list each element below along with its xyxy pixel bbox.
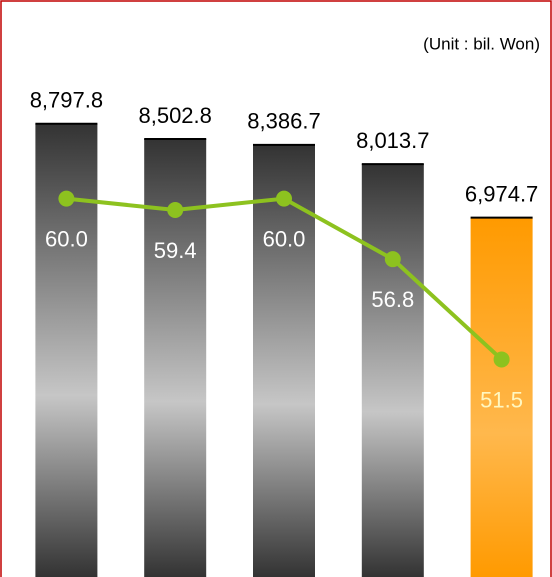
bar-value-label: 8,797.8 xyxy=(30,88,103,113)
bar-value-label: 8,013.7 xyxy=(356,128,429,153)
line-point xyxy=(167,201,184,218)
line-point xyxy=(58,190,75,207)
line-point xyxy=(493,351,510,368)
line-point xyxy=(276,190,292,207)
line-value-label: 51.5 xyxy=(480,387,523,412)
line-point xyxy=(384,251,401,268)
line-value-label: 56.8 xyxy=(371,287,414,312)
bar xyxy=(470,217,533,577)
bar-value-label: 6,974.7 xyxy=(465,181,538,206)
unit-note: (Unit : bil. Won) xyxy=(423,34,540,53)
line-value-label: 59.4 xyxy=(154,238,197,263)
bar xyxy=(361,164,424,577)
bar-value-label: 8,502.8 xyxy=(138,103,211,128)
bar xyxy=(253,144,315,577)
line-value-label: 60.0 xyxy=(45,226,88,251)
line-value-label: 60.0 xyxy=(263,226,306,251)
bar-value-label: 8,386.7 xyxy=(247,109,320,134)
